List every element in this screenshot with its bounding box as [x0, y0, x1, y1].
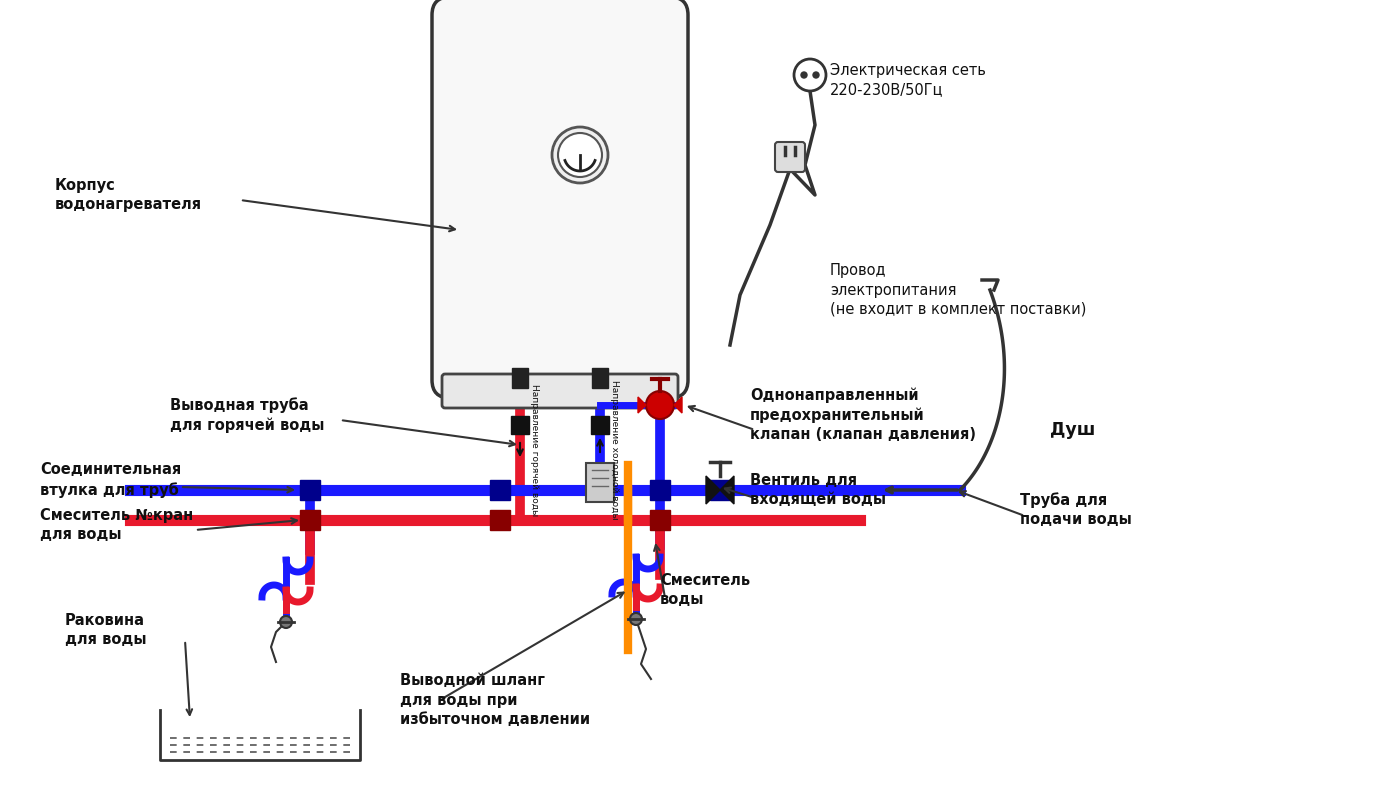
Circle shape	[646, 391, 674, 419]
Text: Вентиль для
входящей воды: Вентиль для входящей воды	[750, 473, 886, 507]
Polygon shape	[720, 476, 734, 504]
FancyBboxPatch shape	[512, 368, 529, 388]
Text: Электрическая сеть
220-230В/50Гц: Электрическая сеть 220-230В/50Гц	[830, 63, 985, 97]
Text: Однонаправленный
предохранительный
клапан (клапан давления): Однонаправленный предохранительный клапа…	[750, 388, 976, 442]
FancyBboxPatch shape	[650, 480, 670, 500]
FancyBboxPatch shape	[511, 416, 529, 434]
Text: Выводной шланг
для воды при
избыточном давлении: Выводной шланг для воды при избыточном д…	[400, 674, 590, 726]
Text: Смеситель
воды: Смеситель воды	[660, 573, 750, 607]
FancyBboxPatch shape	[300, 510, 320, 530]
Text: Смеситель №кран
для воды: Смеситель №кран для воды	[40, 508, 194, 542]
Text: Соединительная
втулка для труб: Соединительная втулка для труб	[40, 462, 181, 498]
FancyBboxPatch shape	[585, 463, 614, 502]
Circle shape	[280, 616, 292, 628]
Text: Корпус
водонагревателя: Корпус водонагревателя	[55, 178, 202, 212]
Circle shape	[630, 613, 642, 625]
Circle shape	[812, 72, 819, 78]
FancyBboxPatch shape	[710, 480, 729, 500]
FancyBboxPatch shape	[650, 510, 670, 530]
Text: Душ: Душ	[1050, 421, 1095, 439]
Circle shape	[558, 133, 602, 177]
Text: Направление холодной воды: Направление холодной воды	[609, 380, 619, 520]
FancyBboxPatch shape	[490, 480, 509, 500]
Text: Раковина
для воды: Раковина для воды	[65, 613, 147, 647]
FancyBboxPatch shape	[775, 142, 805, 172]
FancyBboxPatch shape	[432, 0, 688, 398]
FancyBboxPatch shape	[441, 374, 678, 408]
Polygon shape	[706, 476, 720, 504]
FancyBboxPatch shape	[592, 368, 608, 388]
FancyBboxPatch shape	[591, 416, 609, 434]
FancyBboxPatch shape	[490, 510, 509, 530]
Circle shape	[801, 72, 807, 78]
Text: Направление горячей воды: Направление горячей воды	[530, 384, 538, 516]
Polygon shape	[638, 397, 646, 413]
Polygon shape	[674, 397, 682, 413]
Circle shape	[552, 127, 608, 183]
Text: Выводная труба
для горячей воды: Выводная труба для горячей воды	[170, 397, 324, 433]
Text: Труба для
подачи воды: Труба для подачи воды	[1020, 493, 1132, 527]
FancyBboxPatch shape	[300, 480, 320, 500]
Text: Провод
электропитания
(не входит в комплект поставки): Провод электропитания (не входит в компл…	[830, 263, 1086, 317]
Circle shape	[794, 59, 826, 91]
